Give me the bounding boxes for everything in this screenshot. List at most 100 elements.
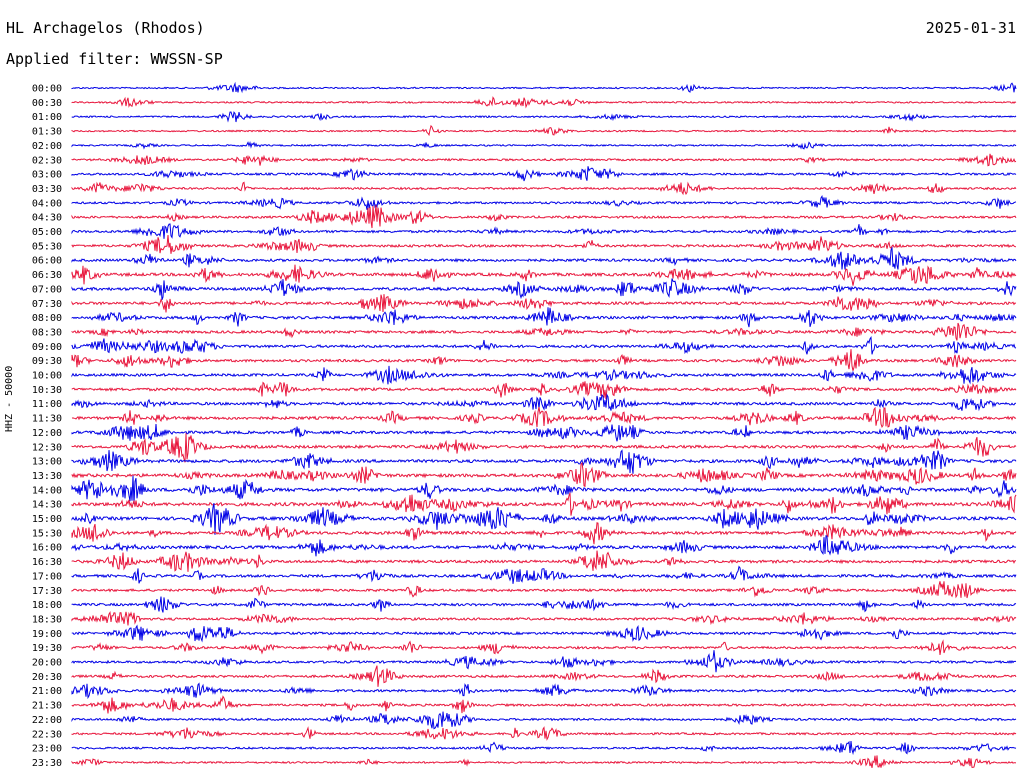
row-time-label: 15:30: [32, 528, 62, 539]
row-time-label: 07:00: [32, 284, 62, 295]
row-time-label: 00:00: [32, 84, 62, 95]
row-time-label: 09:30: [32, 356, 62, 367]
filter-label: Applied filter: WWSSN-SP: [6, 50, 223, 68]
row-time-label: 18:00: [32, 600, 62, 611]
seismic-trace: [71, 246, 1017, 270]
seismic-trace: [71, 335, 1017, 355]
row-time-label: 20:00: [32, 658, 62, 669]
seismic-trace: [71, 278, 1017, 300]
seismic-trace: [71, 695, 1016, 714]
seismic-trace: [71, 194, 1017, 210]
row-time-label: 17:30: [32, 586, 62, 597]
row-time-label: 05:00: [32, 227, 62, 238]
seismic-trace: [71, 365, 1017, 385]
row-time-label: 12:30: [32, 442, 62, 453]
row-time-label: 17:00: [32, 571, 62, 582]
row-time-label: 19:30: [32, 643, 62, 654]
seismic-trace: [71, 740, 1017, 756]
seismic-trace: [71, 639, 1017, 655]
seismic-trace: [71, 81, 1017, 94]
seismic-trace: [71, 223, 1017, 239]
seismic-trace: [71, 433, 1017, 463]
row-time-label: 16:00: [32, 543, 62, 554]
row-time-label: 02:00: [32, 141, 62, 152]
row-time-label: 11:30: [32, 414, 62, 425]
row-time-label: 22:30: [32, 729, 62, 740]
row-time-label: 18:30: [32, 614, 62, 625]
row-time-label: 14:30: [32, 500, 62, 511]
seismic-trace: [71, 111, 1017, 123]
row-time-label: 02:30: [32, 155, 62, 166]
row-time-label: 04:30: [32, 213, 62, 224]
row-time-label: 21:30: [32, 701, 62, 712]
seismic-trace: [71, 665, 1017, 687]
row-time-label: 03:00: [32, 170, 62, 181]
seismic-trace: [71, 322, 1017, 341]
seismic-trace: [71, 181, 1017, 196]
row-time-label: 05:30: [32, 241, 62, 252]
seismic-trace: [71, 624, 1017, 643]
row-time-label: 11:00: [32, 399, 62, 410]
seismic-trace: [71, 96, 1017, 109]
row-time-label: 23:00: [32, 744, 62, 755]
row-time-label: 08:30: [32, 327, 62, 338]
seismic-trace: [71, 611, 1017, 626]
row-time-label: 04:00: [32, 198, 62, 209]
seismic-trace: [71, 294, 1017, 313]
row-time-label: 23:30: [32, 758, 62, 769]
row-time-label: 10:30: [32, 385, 62, 396]
seismic-trace: [71, 307, 1017, 328]
seismic-trace: [71, 264, 1017, 286]
seismic-trace: [71, 475, 1017, 504]
seismic-trace: [71, 141, 1017, 150]
seismic-trace: [71, 393, 1017, 412]
seismic-trace: [71, 423, 1017, 442]
row-time-label: 01:30: [32, 127, 62, 138]
seismic-trace: [71, 565, 1017, 584]
seismic-trace: [71, 153, 1017, 167]
seismic-trace: [71, 235, 1017, 254]
row-time-label: 13:30: [32, 471, 62, 482]
row-time-label: 00:30: [32, 98, 62, 109]
seismic-trace: [71, 492, 1017, 516]
seismic-trace: [71, 755, 1017, 768]
row-time-label: 15:00: [32, 514, 62, 525]
row-time-label: 16:30: [32, 557, 62, 568]
row-time-label: 03:30: [32, 184, 62, 195]
seismic-trace: [71, 726, 1017, 741]
row-time-label: 09:00: [32, 342, 62, 353]
seismic-trace: [71, 522, 1017, 545]
row-time-label: 01:00: [32, 112, 62, 123]
seismic-trace: [71, 535, 1017, 557]
seismic-trace: [71, 204, 1017, 229]
row-time-label: 06:00: [32, 256, 62, 267]
seismic-trace: [71, 406, 1017, 428]
row-time-label: 14:00: [32, 485, 62, 496]
seismic-trace: [71, 581, 1017, 599]
row-time-label: 07:30: [32, 299, 62, 310]
seismic-trace: [71, 349, 1017, 371]
seismic-trace: [71, 550, 1016, 572]
seismic-trace: [71, 124, 1017, 137]
seismic-trace: [71, 462, 1017, 488]
seismic-trace: [71, 711, 1017, 730]
row-time-label: 08:00: [32, 313, 62, 324]
row-time-label: 20:30: [32, 672, 62, 683]
seismic-trace: [71, 449, 1017, 474]
row-time-label: 13:00: [32, 457, 62, 468]
row-time-label: 22:00: [32, 715, 62, 726]
row-time-label: 12:00: [32, 428, 62, 439]
seismic-trace: [71, 650, 1017, 673]
seismic-trace: [71, 502, 1017, 535]
row-time-label: 06:30: [32, 270, 62, 281]
seismic-trace: [71, 166, 1017, 182]
row-time-label: 19:00: [32, 629, 62, 640]
seismic-trace: [71, 682, 1017, 700]
row-time-label: 21:00: [32, 686, 62, 697]
station-title: HL Archagelos (Rhodos): [6, 19, 205, 37]
seismic-trace: [71, 596, 1017, 613]
seismic-trace: [71, 381, 1017, 400]
date-label: 2025-01-31: [925, 19, 1016, 37]
row-time-label: 10:00: [32, 371, 62, 382]
